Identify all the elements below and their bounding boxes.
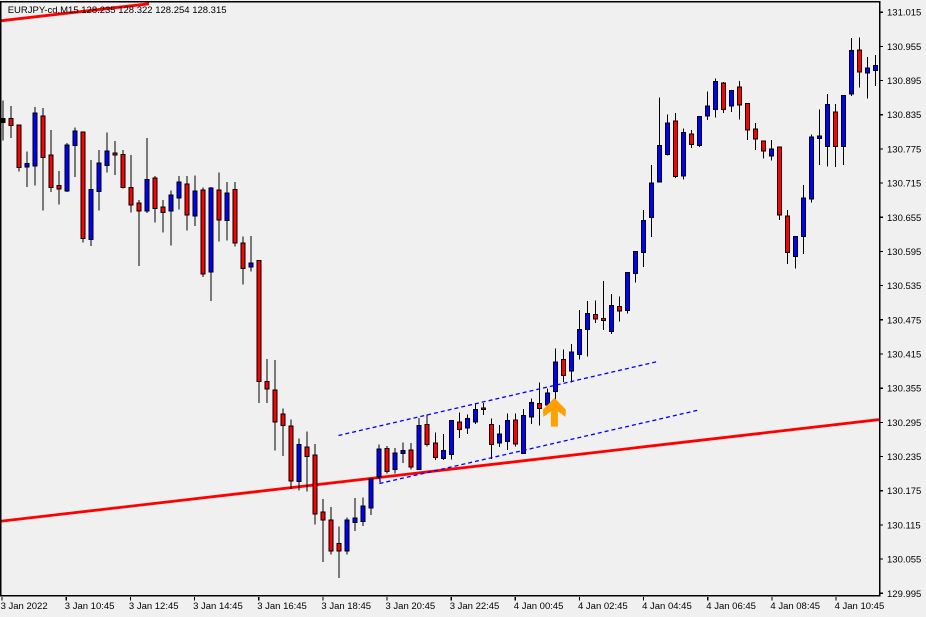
svg-text:130.835: 130.835 xyxy=(887,110,921,121)
svg-text:130.295: 130.295 xyxy=(887,418,921,429)
svg-text:4 Jan 02:45: 4 Jan 02:45 xyxy=(578,601,628,612)
svg-text:130.235: 130.235 xyxy=(887,452,921,463)
svg-text:130.475: 130.475 xyxy=(887,315,921,326)
svg-text:130.895: 130.895 xyxy=(887,76,921,87)
svg-text:130.175: 130.175 xyxy=(887,486,921,497)
svg-text:131.015: 131.015 xyxy=(887,8,921,19)
svg-text:3 Jan 10:45: 3 Jan 10:45 xyxy=(65,601,115,612)
svg-text:130.955: 130.955 xyxy=(887,42,921,53)
svg-text:4 Jan 00:45: 4 Jan 00:45 xyxy=(514,601,564,612)
svg-text:3 Jan 18:45: 3 Jan 18:45 xyxy=(321,601,371,612)
svg-text:130.535: 130.535 xyxy=(887,281,921,292)
svg-text:3 Jan 12:45: 3 Jan 12:45 xyxy=(129,601,179,612)
svg-text:4 Jan 04:45: 4 Jan 04:45 xyxy=(642,601,692,612)
svg-text:130.355: 130.355 xyxy=(887,384,921,395)
svg-text:3 Jan 16:45: 3 Jan 16:45 xyxy=(257,601,307,612)
svg-text:EURJPY-cd,M15 128.235 128.322: EURJPY-cd,M15 128.235 128.322 128.254 12… xyxy=(8,5,227,16)
svg-text:129.995: 129.995 xyxy=(887,589,921,600)
svg-text:130.115: 130.115 xyxy=(887,520,921,531)
svg-text:3 Jan 22:45: 3 Jan 22:45 xyxy=(450,601,500,612)
svg-text:3 Jan 14:45: 3 Jan 14:45 xyxy=(193,601,243,612)
svg-text:3 Jan 20:45: 3 Jan 20:45 xyxy=(386,601,436,612)
svg-text:4 Jan 08:45: 4 Jan 08:45 xyxy=(770,601,820,612)
svg-text:130.055: 130.055 xyxy=(887,555,921,566)
svg-text:3 Jan 2022: 3 Jan 2022 xyxy=(1,601,48,612)
svg-text:130.415: 130.415 xyxy=(887,350,921,361)
svg-text:130.655: 130.655 xyxy=(887,213,921,224)
svg-text:130.715: 130.715 xyxy=(887,179,921,190)
svg-text:130.775: 130.775 xyxy=(887,144,921,155)
svg-text:4 Jan 10:45: 4 Jan 10:45 xyxy=(835,601,885,612)
svg-text:4 Jan 06:45: 4 Jan 06:45 xyxy=(706,601,756,612)
svg-text:130.595: 130.595 xyxy=(887,247,921,258)
